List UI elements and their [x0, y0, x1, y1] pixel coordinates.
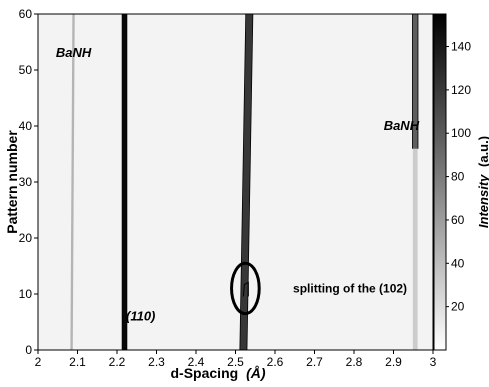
y-tick-label: 50 — [19, 63, 33, 77]
y-ticks: 0 10 20 30 40 50 60 — [19, 7, 38, 357]
colorbar-tick-label: 40 — [451, 256, 465, 270]
colorbar — [433, 13, 447, 351]
annotation-0: BaNH — [56, 45, 92, 60]
colorbar-tick-label: 20 — [451, 300, 465, 314]
peak-2 — [239, 14, 254, 350]
peak-1 — [121, 14, 128, 350]
colorbar-ticks: 20 40 60 80 100 120 140 — [446, 40, 471, 314]
colorbar-tick-label: 100 — [451, 126, 471, 140]
y-tick-label: 40 — [19, 119, 33, 133]
colorbar-tick-label: 140 — [451, 40, 471, 54]
x-tick-label: 2.9 — [385, 355, 402, 369]
x-tick-label: 2.3 — [148, 355, 165, 369]
colorbar-title: Intensity (a.u.) — [476, 136, 489, 228]
y-tick-label: 20 — [19, 231, 33, 245]
x-ticks: 2 2.1 2.2 2.3 2.4 2.5 2.6 2.7 2.8 2.9 3 — [35, 350, 437, 369]
x-tick-label: 3 — [430, 355, 437, 369]
y-axis-label: Pattern number — [4, 130, 20, 234]
peak-0 — [70, 14, 75, 350]
x-axis-label: d-Spacing — [171, 365, 239, 381]
highlight-ellipse — [230, 261, 261, 316]
colorbar-unit: (a.u.) — [476, 136, 489, 167]
y-tick-label: 0 — [25, 343, 32, 357]
x-tick-label: 2.1 — [69, 355, 86, 369]
annotation-1: BaNH — [384, 118, 420, 133]
y-tick-label: 30 — [19, 175, 33, 189]
colorbar-label: Intensity — [476, 174, 489, 228]
colorbar-tick-label: 80 — [451, 170, 465, 184]
x-axis-title: d-Spacing (Å) — [171, 365, 266, 381]
peaks-layer — [70, 14, 419, 350]
annotation-2: (110) — [126, 308, 155, 323]
y-tick-label: 10 — [19, 287, 33, 301]
split-marker — [242, 281, 249, 297]
annotation-3: splitting of the (102) — [293, 281, 407, 295]
x-tick-label: 2.2 — [109, 355, 126, 369]
plot-background — [38, 14, 433, 350]
peak-4 — [412, 148, 418, 350]
x-tick-label: 2.8 — [346, 355, 363, 369]
colorbar-tick-label: 120 — [451, 83, 471, 97]
y-tick-label: 60 — [19, 7, 33, 21]
x-tick-label: 2.4 — [188, 355, 205, 369]
x-tick-label: 2.6 — [267, 355, 284, 369]
x-tick-label: 2.5 — [227, 355, 244, 369]
x-tick-label: 2 — [35, 355, 42, 369]
annotations: BaNH BaNH (110) splitting of the (102) — [56, 45, 420, 323]
colorbar-tick-label: 60 — [451, 213, 465, 227]
x-tick-label: 2.7 — [306, 355, 323, 369]
x-axis-unit: (Å) — [246, 365, 266, 381]
